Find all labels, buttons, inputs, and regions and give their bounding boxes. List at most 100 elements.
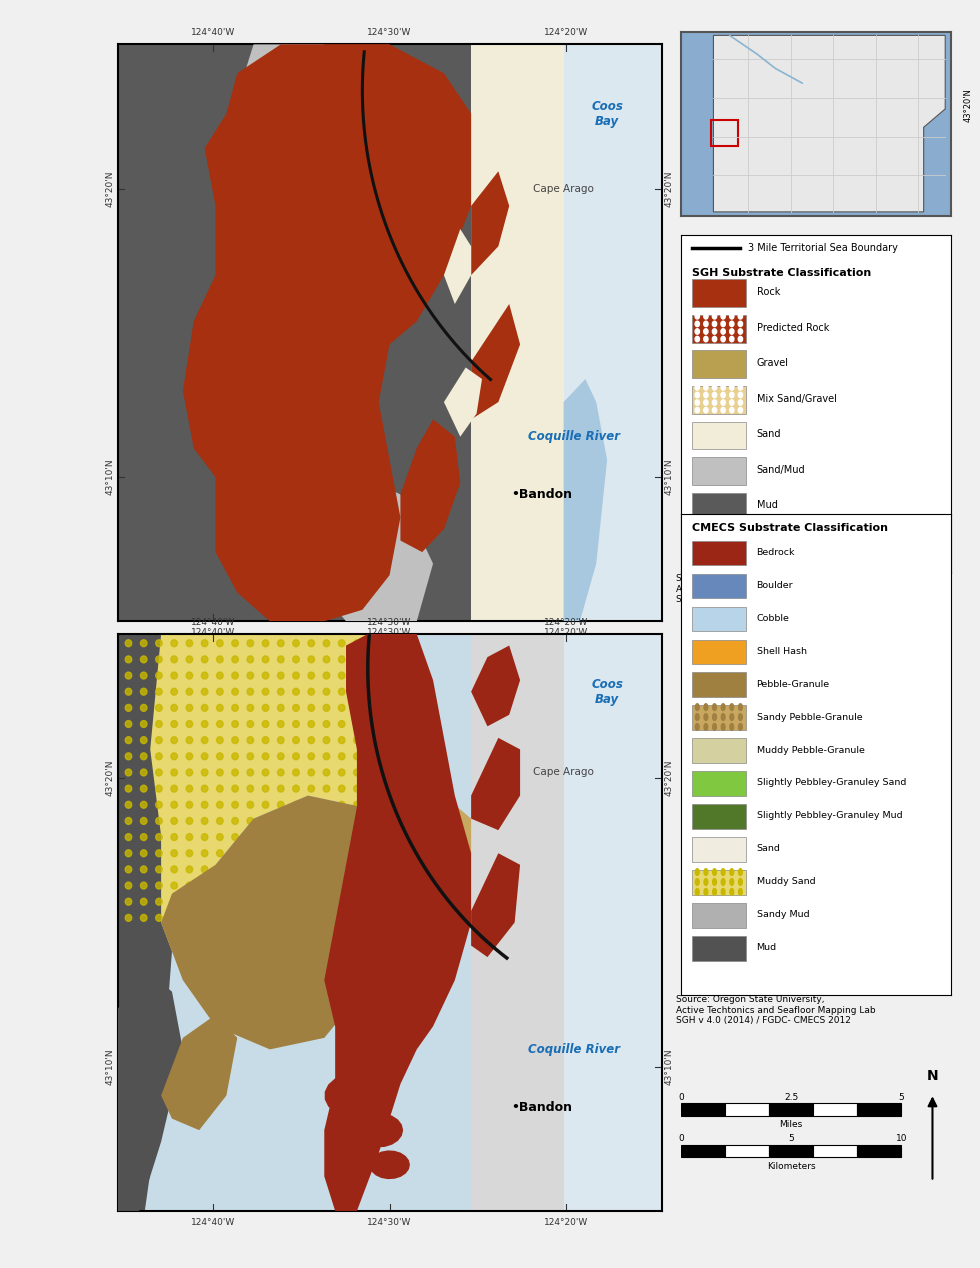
Circle shape [739, 889, 742, 895]
Circle shape [704, 407, 708, 413]
Text: 124°40'W: 124°40'W [191, 628, 235, 638]
Circle shape [171, 883, 177, 889]
Circle shape [186, 898, 193, 905]
Circle shape [263, 768, 269, 776]
Circle shape [263, 866, 269, 872]
Circle shape [695, 384, 700, 391]
Circle shape [704, 869, 708, 875]
Circle shape [293, 914, 299, 922]
Circle shape [247, 914, 254, 922]
Circle shape [338, 720, 345, 728]
Text: Slightly Pebbley-Granuley Sand: Slightly Pebbley-Granuley Sand [757, 779, 906, 787]
Circle shape [140, 720, 147, 728]
Polygon shape [118, 44, 471, 621]
Polygon shape [564, 379, 608, 621]
Circle shape [704, 336, 708, 342]
Circle shape [384, 768, 391, 776]
Circle shape [263, 689, 269, 695]
Circle shape [277, 833, 284, 841]
Circle shape [308, 801, 315, 808]
Circle shape [739, 714, 742, 720]
Circle shape [308, 898, 315, 905]
Circle shape [721, 879, 725, 885]
Circle shape [125, 850, 131, 857]
Circle shape [384, 898, 391, 905]
Circle shape [695, 313, 700, 320]
Circle shape [368, 656, 375, 663]
Bar [692, 870, 746, 895]
Circle shape [712, 321, 716, 327]
Text: CMECS Substrate Classification: CMECS Substrate Classification [692, 524, 888, 533]
Circle shape [384, 720, 391, 728]
Text: Pebble-Granule: Pebble-Granule [757, 680, 830, 689]
Circle shape [368, 705, 375, 711]
Circle shape [323, 672, 329, 678]
Text: 3 Mile Territorial Sea Boundary: 3 Mile Territorial Sea Boundary [749, 243, 899, 254]
Circle shape [186, 705, 193, 711]
Circle shape [308, 883, 315, 889]
Circle shape [140, 801, 147, 808]
Circle shape [712, 336, 716, 342]
Circle shape [721, 407, 725, 413]
Circle shape [729, 407, 734, 413]
Circle shape [293, 883, 299, 889]
Circle shape [368, 689, 375, 695]
Circle shape [704, 724, 708, 730]
Circle shape [277, 753, 284, 760]
Circle shape [712, 704, 716, 710]
Text: Muddy Pebble-Granule: Muddy Pebble-Granule [757, 746, 864, 754]
Circle shape [247, 656, 254, 663]
Text: Slightly Pebbley-Granuley Mud: Slightly Pebbley-Granuley Mud [757, 812, 903, 820]
Circle shape [338, 689, 345, 695]
Circle shape [384, 833, 391, 841]
Circle shape [308, 833, 315, 841]
Circle shape [171, 689, 177, 695]
Text: 124°40'W: 124°40'W [191, 618, 235, 628]
Circle shape [729, 321, 734, 327]
Polygon shape [324, 1073, 390, 1118]
Circle shape [368, 850, 375, 857]
Bar [813, 1103, 858, 1116]
Circle shape [171, 850, 177, 857]
Circle shape [156, 672, 163, 678]
Circle shape [354, 768, 361, 776]
Text: Coquille River: Coquille River [528, 430, 620, 444]
Polygon shape [378, 910, 433, 1003]
Circle shape [263, 753, 269, 760]
Circle shape [263, 914, 269, 922]
Circle shape [125, 818, 131, 824]
Circle shape [232, 833, 238, 841]
Circle shape [186, 737, 193, 743]
Circle shape [171, 768, 177, 776]
Circle shape [323, 883, 329, 889]
Circle shape [217, 768, 223, 776]
Bar [692, 903, 746, 928]
Circle shape [695, 336, 700, 342]
Circle shape [247, 898, 254, 905]
Circle shape [263, 720, 269, 728]
Circle shape [277, 705, 284, 711]
Bar [471, 44, 662, 621]
Circle shape [217, 833, 223, 841]
Text: Sand/Mud: Sand/Mud [757, 465, 806, 476]
Circle shape [201, 785, 208, 792]
Circle shape [156, 768, 163, 776]
Circle shape [171, 656, 177, 663]
Text: 124°30'W: 124°30'W [368, 628, 412, 638]
Circle shape [338, 737, 345, 743]
Circle shape [217, 753, 223, 760]
Circle shape [704, 714, 708, 720]
Circle shape [739, 704, 742, 710]
Circle shape [186, 656, 193, 663]
Polygon shape [183, 44, 471, 621]
Text: 0: 0 [678, 1134, 684, 1142]
Bar [858, 1103, 902, 1116]
Circle shape [293, 818, 299, 824]
Bar [564, 44, 662, 621]
Circle shape [696, 869, 699, 875]
Circle shape [140, 640, 147, 647]
Circle shape [738, 392, 743, 398]
Circle shape [247, 833, 254, 841]
Bar [813, 1145, 858, 1158]
Bar [692, 804, 746, 829]
